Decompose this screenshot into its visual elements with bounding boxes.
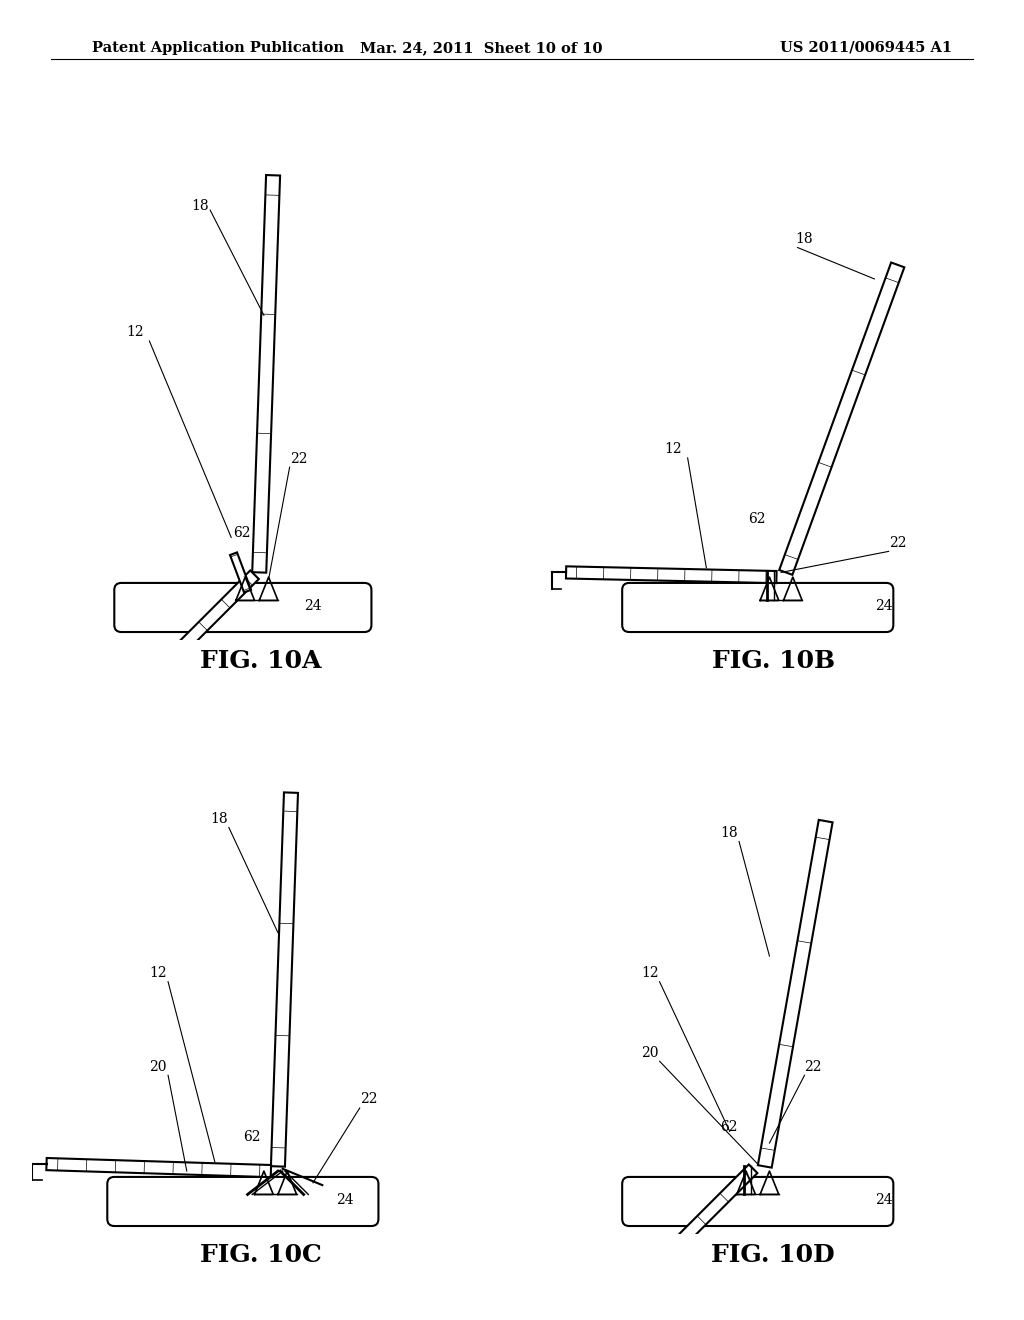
Text: 24: 24	[874, 599, 892, 612]
Text: 62: 62	[749, 512, 766, 527]
Text: 22: 22	[805, 1060, 822, 1073]
Text: 12: 12	[641, 966, 658, 979]
Polygon shape	[46, 1158, 271, 1177]
Polygon shape	[779, 263, 904, 574]
Text: FIG. 10B: FIG. 10B	[712, 649, 835, 673]
Text: 62: 62	[720, 1121, 738, 1134]
Text: 12: 12	[665, 442, 682, 457]
Polygon shape	[624, 1164, 758, 1299]
Text: Patent Application Publication: Patent Application Publication	[92, 41, 344, 55]
Polygon shape	[271, 792, 298, 1167]
Text: 62: 62	[233, 527, 251, 540]
Text: FIG. 10A: FIG. 10A	[201, 649, 322, 673]
Text: 24: 24	[336, 1193, 354, 1206]
Text: 22: 22	[889, 536, 906, 549]
Text: 18: 18	[210, 812, 227, 826]
Text: 12: 12	[150, 966, 167, 979]
Polygon shape	[566, 566, 776, 583]
Polygon shape	[125, 570, 259, 705]
Text: 20: 20	[641, 1045, 658, 1060]
Text: 22: 22	[290, 451, 307, 466]
Text: 12: 12	[126, 325, 143, 339]
FancyBboxPatch shape	[115, 583, 372, 632]
Text: 20: 20	[150, 1060, 167, 1073]
Polygon shape	[230, 552, 251, 593]
Text: 22: 22	[359, 1093, 377, 1106]
Polygon shape	[758, 820, 833, 1168]
Text: FIG. 10C: FIG. 10C	[200, 1243, 323, 1267]
FancyBboxPatch shape	[108, 1177, 379, 1226]
Text: 24: 24	[304, 599, 322, 612]
Text: Mar. 24, 2011  Sheet 10 of 10: Mar. 24, 2011 Sheet 10 of 10	[360, 41, 602, 55]
Polygon shape	[252, 176, 281, 573]
Text: 24: 24	[874, 1193, 892, 1206]
Text: 18: 18	[720, 826, 738, 840]
Text: 62: 62	[243, 1130, 260, 1143]
Text: FIG. 10D: FIG. 10D	[712, 1243, 835, 1267]
FancyBboxPatch shape	[623, 583, 893, 632]
Text: 18: 18	[191, 199, 209, 213]
FancyBboxPatch shape	[623, 1177, 893, 1226]
Text: 18: 18	[796, 232, 813, 246]
Text: US 2011/0069445 A1: US 2011/0069445 A1	[780, 41, 952, 55]
